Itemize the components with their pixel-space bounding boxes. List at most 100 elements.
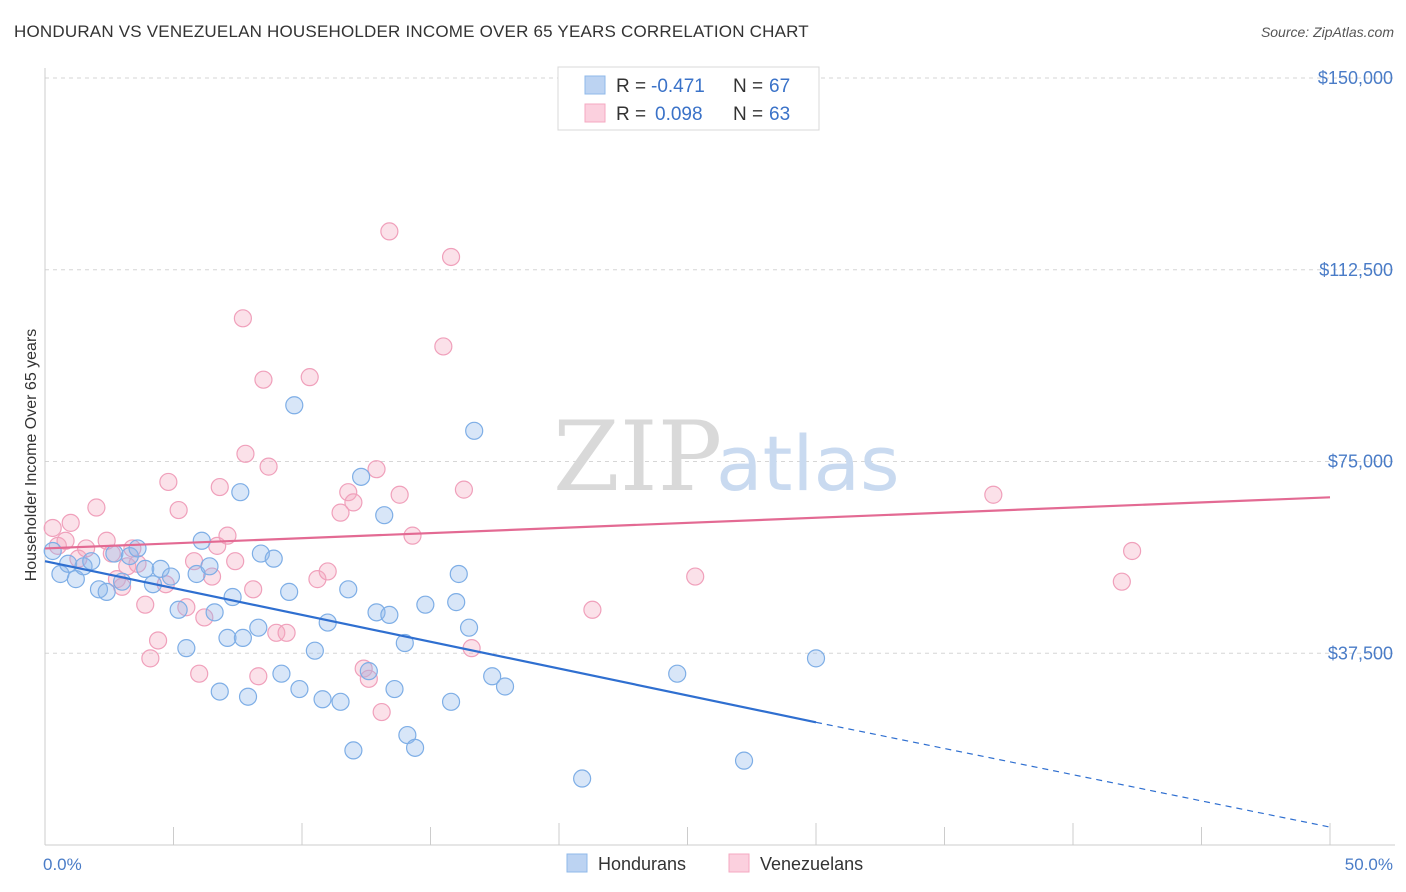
honduran-point	[465, 421, 484, 440]
honduran-point	[339, 580, 358, 599]
venezuelan-point	[249, 667, 268, 686]
bottom-legend-venezuelan-swatch	[728, 853, 750, 873]
honduran-point	[447, 593, 466, 612]
venezuelan-point	[344, 493, 363, 512]
watermark-zip: ZIP	[553, 401, 722, 513]
venezuelan-point	[267, 623, 286, 642]
honduran-point	[272, 664, 291, 683]
honduran-point	[192, 531, 211, 550]
watermark: ZIP atlas	[553, 401, 900, 513]
honduran-point	[43, 541, 62, 561]
venezuelan-point	[236, 444, 255, 463]
axes	[44, 68, 1395, 846]
venezuelan-point	[218, 526, 237, 545]
honduran-point	[483, 667, 502, 686]
honduran-point	[806, 649, 826, 668]
venezuelan-point	[190, 664, 209, 683]
honduran-point	[313, 690, 332, 709]
bottom-legend-honduran-label: Hondurans	[598, 854, 686, 874]
honduran-point	[441, 692, 461, 711]
venezuelan-trend-line	[44, 496, 1331, 550]
venezuelan-point	[984, 485, 1003, 504]
x-tick-label-0: 0.0%	[43, 855, 82, 874]
honduran-trend-extension	[815, 721, 1331, 828]
honduran-point	[344, 741, 363, 760]
honduran-point	[200, 557, 219, 576]
y-tick-label-3: $150,000	[1318, 68, 1393, 88]
honduran-point	[169, 600, 188, 619]
venezuelan-point	[87, 498, 106, 517]
honduran-point	[375, 506, 394, 525]
honduran-point	[136, 559, 155, 578]
honduran-point	[395, 633, 414, 653]
honduran-point	[82, 552, 101, 571]
honduran-point	[177, 639, 196, 658]
grid-lines	[45, 77, 1395, 654]
venezuelan-point	[61, 513, 80, 532]
venezuelan-point	[583, 600, 602, 619]
venezuelan-point	[148, 631, 168, 650]
honduran-point	[405, 738, 425, 757]
legend-venezuelan-n-value: 63	[769, 104, 790, 125]
honduran-point	[231, 483, 250, 502]
venezuelan-point	[254, 370, 273, 389]
legend-venezuelan-r-label: R =	[616, 104, 646, 125]
venezuelan-point	[277, 623, 296, 642]
legend-honduran-r-value: -0.471	[651, 76, 705, 97]
venezuelan-point	[318, 562, 337, 581]
venezuelan-points	[43, 222, 1142, 722]
honduran-trend-line	[44, 560, 817, 724]
honduran-point	[305, 641, 324, 660]
legend-honduran-n-label: N =	[733, 76, 763, 97]
venezuelan-point	[1123, 541, 1142, 561]
honduran-point	[205, 603, 224, 622]
honduran-point	[128, 539, 147, 558]
venezuelan-point	[244, 580, 263, 599]
chart-source: Source: ZipAtlas.com	[1260, 24, 1394, 40]
x-tick-label-1: 50.0%	[1345, 855, 1393, 874]
venezuelan-point	[308, 570, 327, 589]
venezuelan-point	[354, 659, 373, 678]
legend-honduran-r-label: R =	[616, 76, 646, 97]
honduran-point	[495, 677, 515, 696]
honduran-point	[249, 618, 268, 637]
honduran-point	[285, 396, 304, 415]
honduran-point	[459, 618, 479, 637]
legend-venezuelan-n-label: N =	[733, 104, 763, 125]
honduran-point	[210, 682, 229, 701]
venezuelan-point	[686, 567, 705, 586]
venezuelan-point	[210, 477, 229, 497]
legend-venezuelan-swatch	[584, 103, 606, 123]
legend-honduran-n-value: 67	[769, 76, 790, 97]
honduran-point	[97, 582, 116, 601]
honduran-point	[151, 559, 170, 578]
chart-title: HONDURAN VS VENEZUELAN HOUSEHOLDER INCOM…	[14, 22, 809, 41]
venezuelan-point	[226, 552, 245, 571]
venezuelan-point	[339, 483, 358, 502]
venezuelan-point	[434, 337, 453, 356]
honduran-points	[43, 396, 826, 788]
honduran-point	[290, 679, 309, 699]
venezuelan-point	[195, 608, 214, 627]
venezuelan-point	[56, 531, 75, 550]
y-tick-label-0: $37,500	[1328, 643, 1393, 663]
honduran-point	[416, 595, 435, 614]
honduran-point	[668, 664, 687, 683]
correlation-legend: R = -0.471 N = 67 R = 0.098 N = 63	[557, 66, 820, 131]
bottom-legend-honduran-swatch	[566, 853, 588, 873]
trend-lines	[44, 496, 1331, 828]
venezuelan-point	[359, 669, 378, 688]
honduran-point	[331, 692, 350, 711]
series-legend: Hondurans Venezuelans	[566, 853, 863, 874]
y-tick-labels: $37,500 $75,000 $112,500 $150,000	[1318, 68, 1393, 663]
venezuelan-point	[43, 518, 62, 538]
honduran-point	[280, 582, 299, 601]
venezuelan-point	[380, 222, 399, 241]
y-tick-label-1: $75,000	[1328, 452, 1393, 472]
honduran-point	[264, 549, 283, 568]
honduran-point	[352, 467, 371, 486]
honduran-point	[449, 564, 468, 584]
venezuelan-point	[159, 472, 178, 492]
honduran-point	[380, 605, 399, 625]
y-axis-label: Householder Income Over 65 years	[23, 329, 40, 582]
